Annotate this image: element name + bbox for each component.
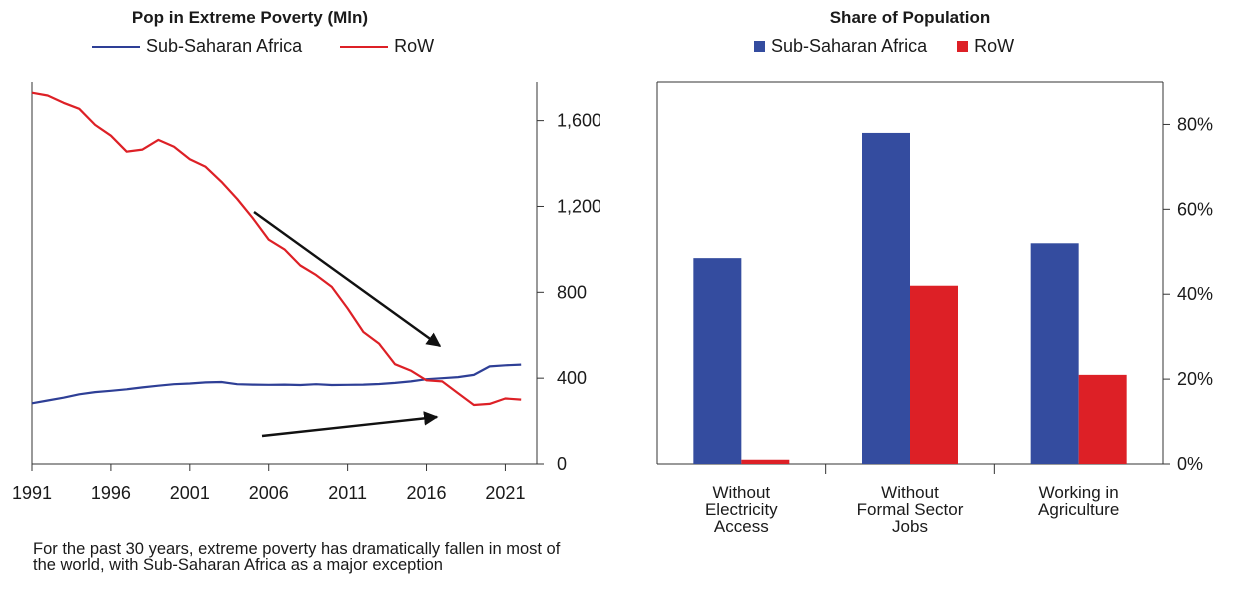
y-tick-label: 1,600 — [557, 111, 600, 131]
legend-label-row-bar: RoW — [974, 36, 1015, 56]
x-category-label: Electricity — [705, 500, 778, 519]
x-tick-label: 2021 — [485, 483, 525, 503]
bar-row — [1078, 374, 1127, 464]
series-line-row — [31, 91, 522, 407]
chart-caption: For the past 30 years, extreme poverty h… — [33, 540, 561, 574]
bar-chart: 0%20%40%60%80%WithoutElectricityAccessWi… — [656, 81, 1213, 536]
line-chart-legend: Sub-Saharan Africa RoW — [92, 36, 434, 57]
bar-row — [910, 285, 958, 464]
y-tick-label: 0% — [1177, 454, 1203, 474]
x-category-label: Formal Sector — [857, 500, 964, 519]
series-line-ssa — [31, 363, 522, 405]
legend-label-ssa: Sub-Saharan Africa — [146, 36, 303, 56]
x-category-label: Agriculture — [1038, 500, 1119, 519]
bar-chart-title: Share of Population — [829, 8, 991, 27]
x-tick-label: 2001 — [170, 483, 210, 503]
bar-ssa — [862, 132, 910, 464]
x-category-label: Working in — [1039, 483, 1119, 502]
x-category-label: Jobs — [892, 517, 928, 536]
legend-swatch-row — [957, 41, 969, 52]
legend-label-ssa-bar: Sub-Saharan Africa — [771, 36, 928, 56]
legend-line-row — [340, 45, 389, 48]
x-tick-label: 2016 — [407, 483, 447, 503]
x-category-label: Access — [714, 517, 769, 536]
legend-label-row: RoW — [394, 36, 435, 56]
y-tick-label: 1,200 — [557, 196, 600, 216]
x-category-label: Without — [881, 483, 939, 502]
line-chart-title: Pop in Extreme Poverty (Mln) — [131, 8, 369, 27]
legend-swatch-ssa — [754, 41, 765, 52]
arrow-up-annotation — [261, 411, 439, 438]
x-tick-label: 1991 — [12, 483, 52, 503]
x-tick-label: 2011 — [328, 483, 367, 503]
bar-chart-legend: Sub-Saharan Africa RoW — [754, 36, 1014, 57]
bar-row — [741, 459, 790, 464]
x-tick-label: 1996 — [91, 483, 131, 503]
x-tick-label: 2006 — [249, 483, 289, 503]
y-tick-label: 0 — [557, 454, 567, 474]
y-tick-label: 40% — [1177, 284, 1213, 304]
line-chart: 0 400 800 1,200 1,600 1991 1996 2001 2006 2011 201… — [12, 82, 600, 503]
bar-ssa — [1030, 243, 1079, 464]
arrow-down-annotation — [253, 211, 442, 347]
x-category-label: Without — [713, 483, 771, 502]
legend-line-ssa — [92, 45, 140, 48]
y-tick-label: 400 — [557, 368, 587, 388]
y-tick-label: 60% — [1177, 199, 1213, 219]
y-tick-label: 20% — [1177, 369, 1213, 389]
bar-ssa — [693, 258, 742, 464]
y-tick-label: 800 — [557, 282, 587, 302]
y-tick-label: 80% — [1177, 114, 1213, 134]
